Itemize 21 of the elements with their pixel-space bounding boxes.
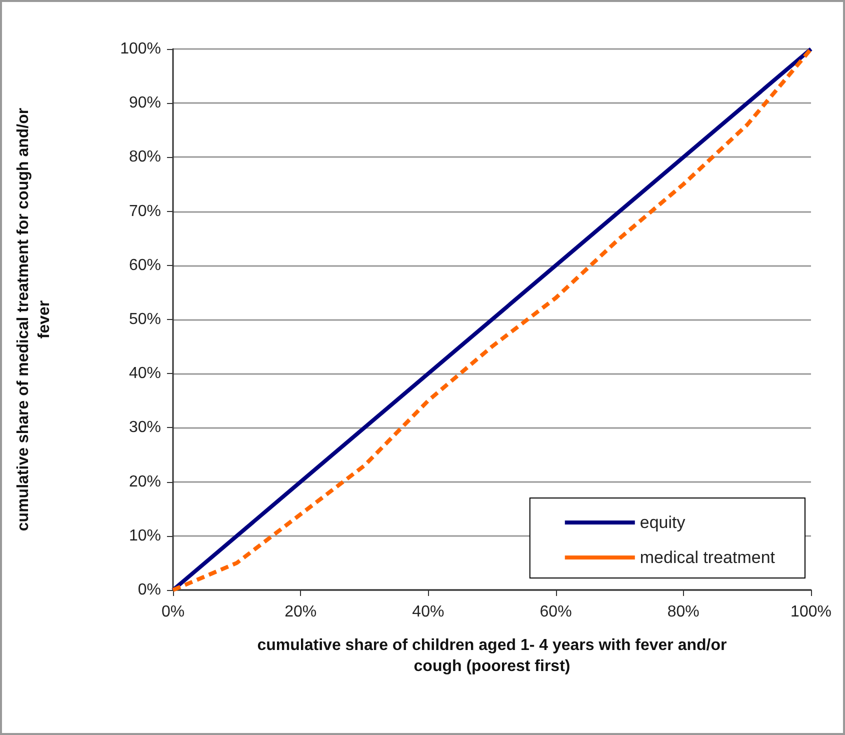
- legend-label: equity: [640, 513, 686, 532]
- x-tick-label: 40%: [412, 604, 444, 620]
- y-tick-label: 40%: [128, 365, 161, 382]
- y-tick-label: 20%: [128, 473, 161, 490]
- y-tick-label: 100%: [120, 40, 161, 58]
- legend-label: medical treatment: [640, 548, 776, 567]
- x-tick-label: 80%: [667, 604, 700, 620]
- y-tick-label: 10%: [128, 527, 161, 544]
- x-tick-label: 100%: [790, 604, 832, 620]
- y-tick-label: 50%: [128, 311, 161, 328]
- y-tick-label: 90%: [128, 94, 161, 112]
- x-tick-label: 60%: [540, 604, 572, 620]
- y-tick-label: 60%: [128, 256, 161, 274]
- y-axis-title: cumulative share of medical treatment for cough and/or fever: [15, 108, 53, 532]
- y-tick-label: 30%: [128, 419, 161, 436]
- x-tick-label: 20%: [284, 604, 317, 620]
- y-tick-label: 80%: [128, 148, 161, 166]
- y-tick-label: 0%: [138, 582, 161, 598]
- x-tick-label: 0%: [161, 604, 185, 620]
- x-axis-title: cumulative share of children aged 1- 4 years with fever and/or cough (poorest first): [257, 637, 727, 675]
- y-tick-label: 70%: [128, 202, 161, 220]
